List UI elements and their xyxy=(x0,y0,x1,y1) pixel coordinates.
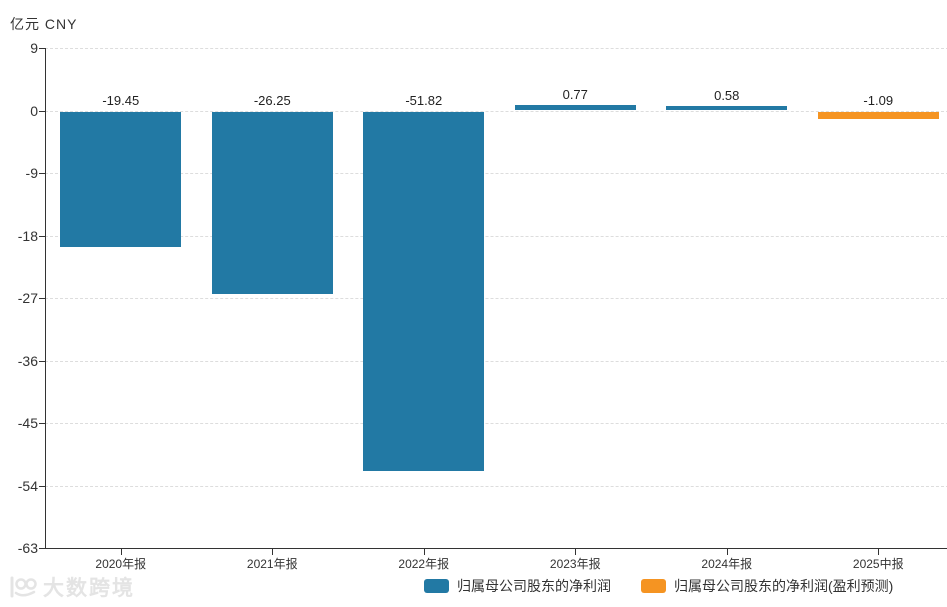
legend-label: 归属母公司股东的净利润 xyxy=(457,578,611,594)
legend-swatch-icon xyxy=(641,579,666,593)
y-gridline xyxy=(45,423,947,424)
y-axis-tick-label: 9 xyxy=(30,40,38,56)
y-axis-tick xyxy=(39,110,45,112)
bar[interactable] xyxy=(363,111,485,472)
x-axis-tick xyxy=(120,549,122,555)
x-axis-tick-label: 2022年报 xyxy=(398,557,450,571)
x-axis-tick xyxy=(423,549,425,555)
bar[interactable] xyxy=(60,111,182,247)
x-axis-line xyxy=(45,548,947,549)
legend-item[interactable]: 归属母公司股东的净利润 xyxy=(424,576,611,596)
bar-value-label: -26.25 xyxy=(253,92,291,108)
bar[interactable] xyxy=(211,111,333,294)
x-axis-tick-label: 2021年报 xyxy=(246,557,298,571)
watermark-text: 大数跨境 xyxy=(43,577,135,600)
y-gridline xyxy=(45,110,947,112)
y-axis-tick xyxy=(39,360,45,362)
x-axis-tick xyxy=(878,549,880,555)
bar-value-label: 0.58 xyxy=(714,88,740,104)
x-axis-tick-label: 2023年报 xyxy=(549,557,601,571)
y-axis-tick xyxy=(39,173,45,174)
bar-value-label: 0.77 xyxy=(562,87,588,103)
watermark-logo-icon xyxy=(10,576,37,598)
y-gridline xyxy=(45,48,947,49)
legend: 归属母公司股东的净利润 归属母公司股东的净利润(盈利预测) xyxy=(424,576,893,596)
x-axis-tick-label: 2020年报 xyxy=(95,557,147,571)
y-axis-tick-label: 0 xyxy=(30,102,38,119)
y-gridline xyxy=(45,235,947,237)
y-gridline xyxy=(45,485,947,487)
watermark: 大数跨境 xyxy=(8,572,135,602)
bar[interactable] xyxy=(514,105,636,111)
y-axis-tick xyxy=(39,235,45,237)
y-axis-tick-label: -54 xyxy=(17,477,38,494)
y-gridline xyxy=(45,173,947,174)
y-axis-tick-label: -45 xyxy=(17,415,38,431)
y-axis-tick xyxy=(39,298,45,299)
y-axis-tick xyxy=(39,423,45,424)
y-axis-tick-label: -27 xyxy=(17,290,38,306)
y-axis-unit-label: 亿元 CNY xyxy=(10,16,78,32)
legend-item[interactable]: 归属母公司股东的净利润(盈利预测) xyxy=(641,576,893,596)
y-axis-tick-label: -63 xyxy=(17,540,38,556)
x-axis-tick xyxy=(575,549,577,555)
y-axis-tick-label: -9 xyxy=(25,165,38,181)
y-axis-line xyxy=(45,48,46,548)
legend-label: 归属母公司股东的净利润(盈利预测) xyxy=(674,578,894,594)
bar-value-label: -19.45 xyxy=(102,92,140,108)
y-gridline xyxy=(45,298,947,299)
y-axis-tick-label: -18 xyxy=(17,227,38,244)
x-axis-tick-label: 2025中报 xyxy=(852,557,904,571)
x-axis-tick xyxy=(726,549,728,555)
x-axis-tick-label: 2024年报 xyxy=(701,557,753,571)
y-axis-tick xyxy=(39,48,45,49)
bar[interactable] xyxy=(666,106,788,111)
y-axis-tick-label: -36 xyxy=(17,352,38,369)
bar-value-label: -51.82 xyxy=(405,92,443,108)
y-gridline xyxy=(45,360,947,362)
bar[interactable] xyxy=(817,111,939,120)
x-axis-tick xyxy=(272,549,274,555)
legend-swatch-icon xyxy=(424,579,449,593)
y-axis-tick xyxy=(39,485,45,487)
y-axis-tick xyxy=(39,548,45,549)
bar-value-label: -1.09 xyxy=(863,92,894,108)
